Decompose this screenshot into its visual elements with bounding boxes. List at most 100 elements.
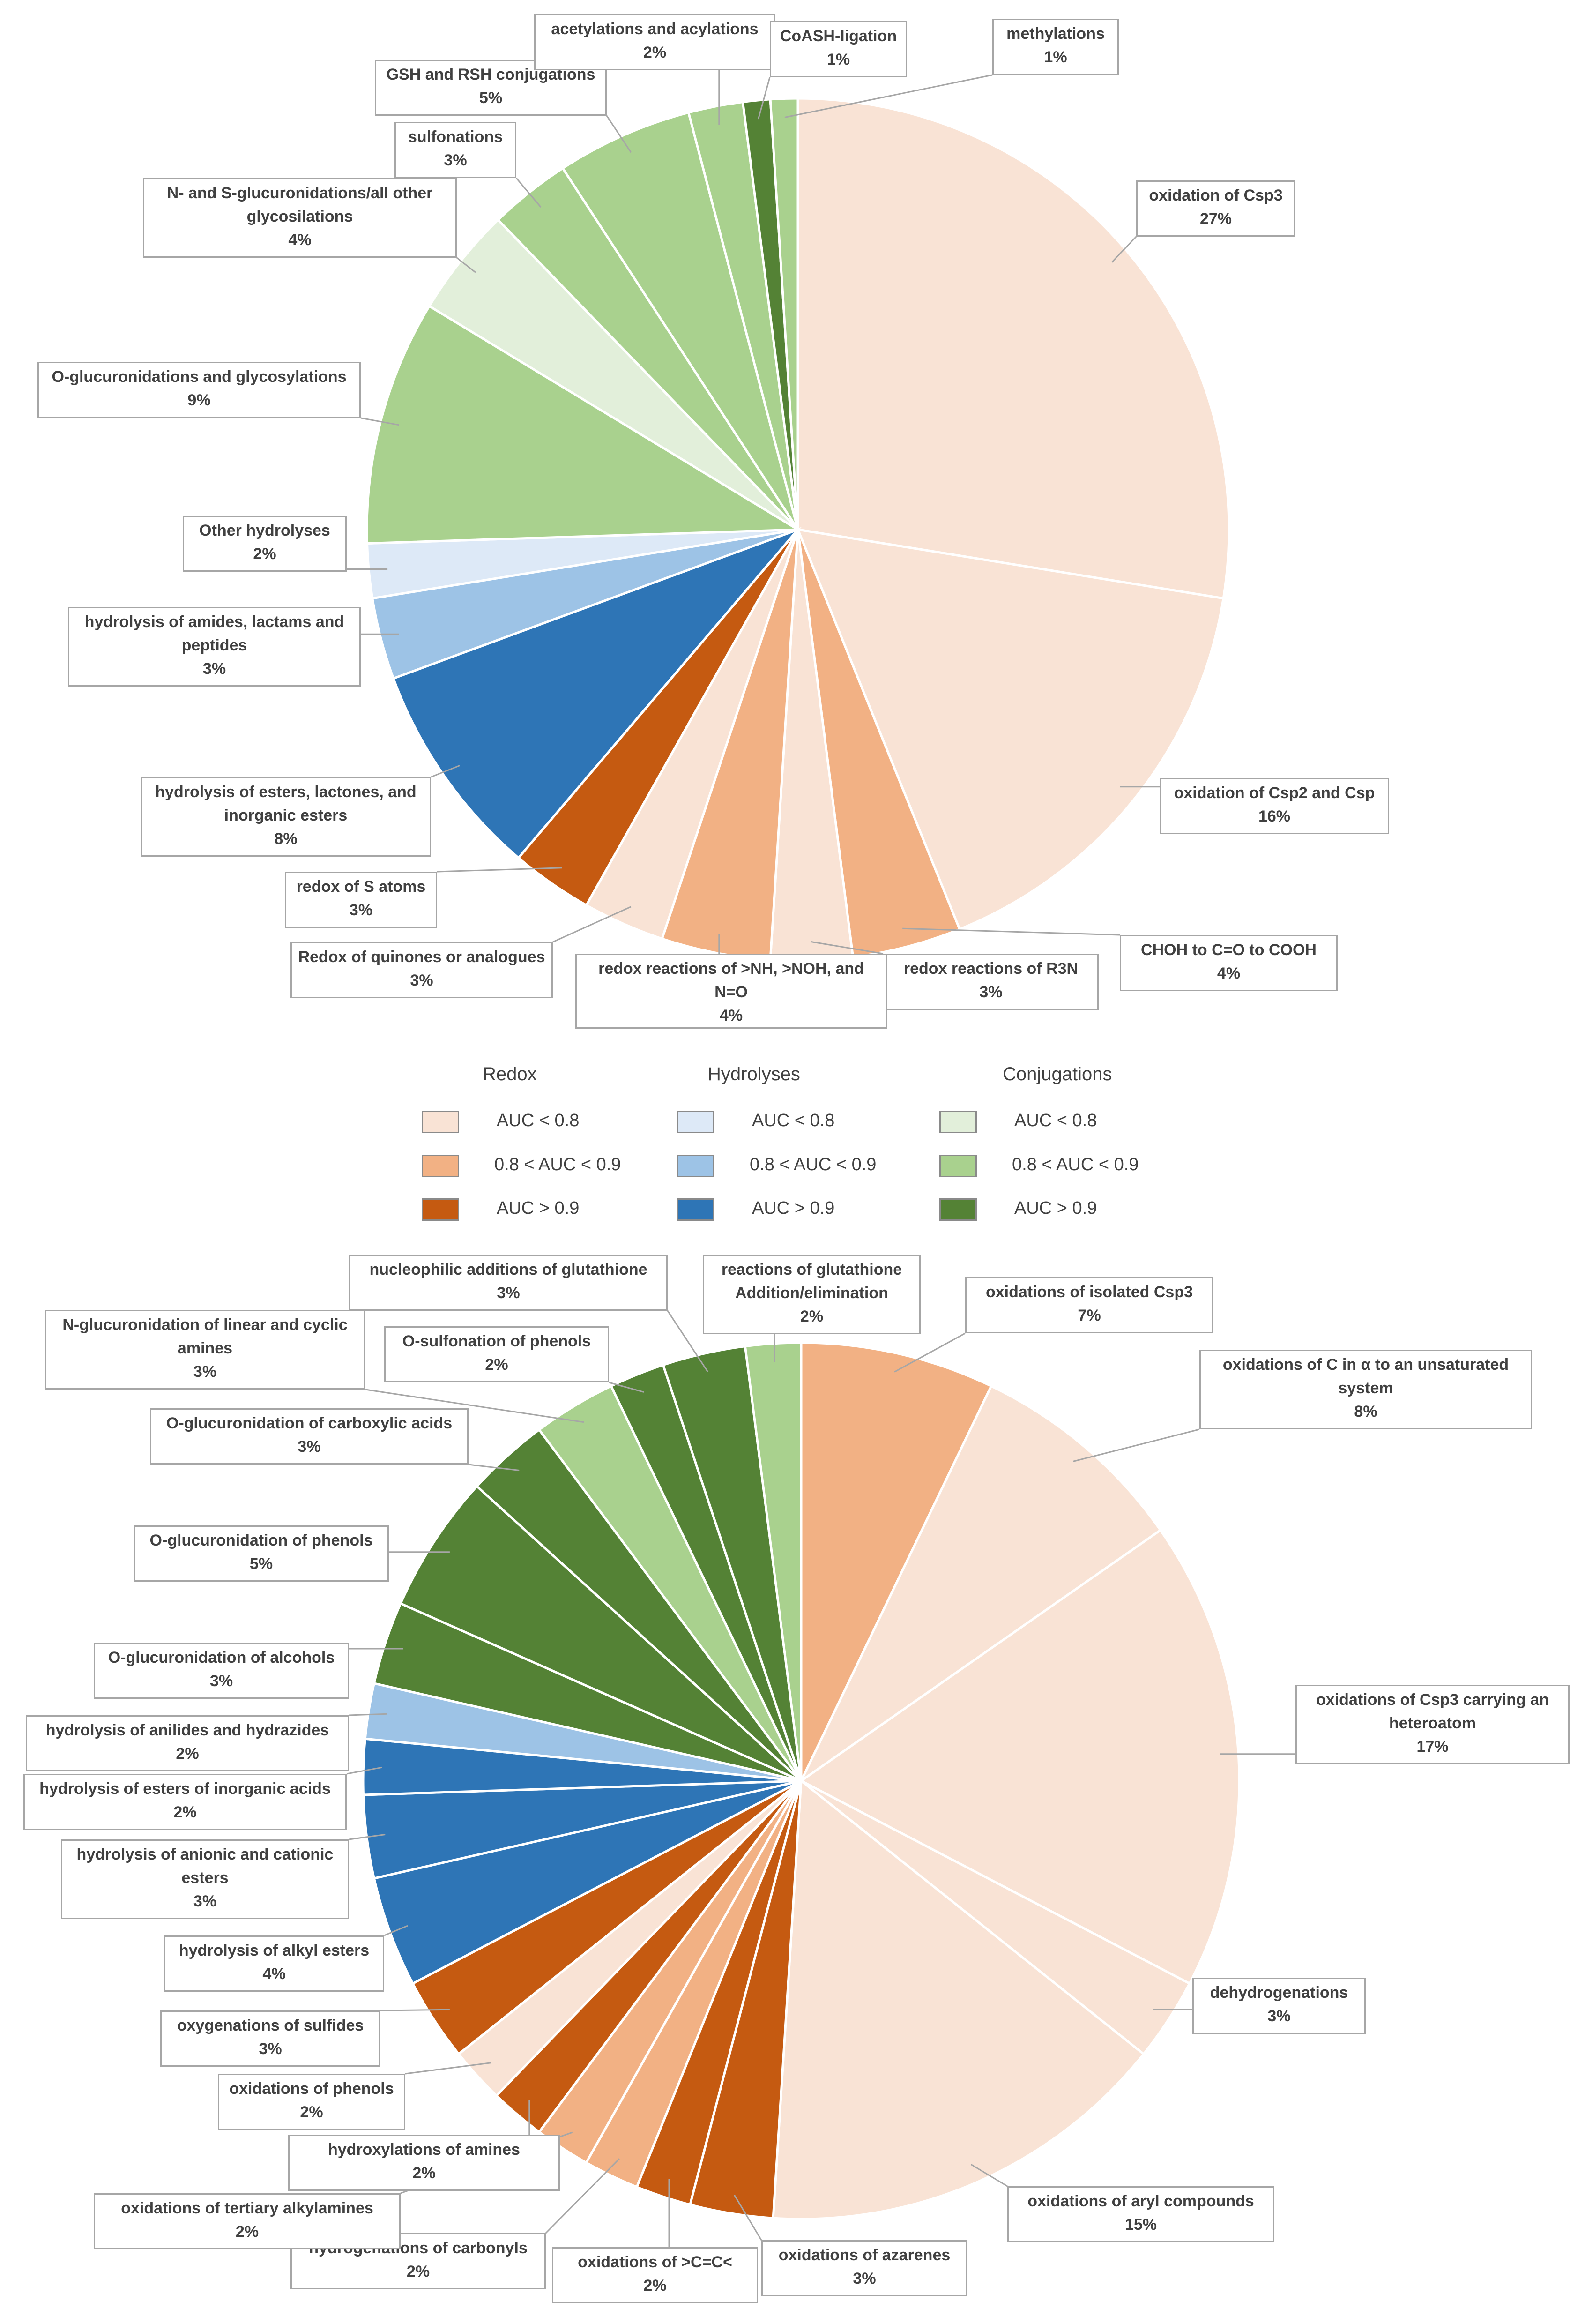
callout-percent: 17%: [1416, 1738, 1449, 1756]
pie-slice: [744, 1341, 803, 1781]
callout-label: redox of S atoms 3%: [285, 872, 437, 928]
callout-percent: 3%: [979, 983, 1003, 1001]
legend-label: AUC > 0.9: [1014, 1198, 1097, 1218]
callout-label: oxidations of azarenes 3%: [761, 2240, 967, 2296]
callout-label: O-sulfonation of phenols 2%: [384, 1326, 609, 1382]
callout-label: oxidations of tertiary alkylamines 2%: [94, 2193, 401, 2249]
legend-swatch: [939, 1198, 977, 1221]
callout-text: N-glucuronidation of linear and cyclic: [62, 1316, 348, 1334]
callout-percent: 3%: [853, 2270, 876, 2287]
pie-slice: [365, 304, 802, 545]
leader-line: [784, 74, 993, 118]
callout-text: oxidation of Csp2 and Csp: [1174, 784, 1375, 802]
leader-line: [1111, 236, 1137, 263]
pie-slice: [796, 97, 1230, 600]
callout-percent: 2%: [485, 1356, 508, 1374]
pie-slice: [769, 97, 799, 530]
callout-label: redox reactions of >NH, >NOH, and N=O 4%: [575, 954, 887, 1029]
callout-text: redox reactions of >NH, >NOH, and: [598, 960, 864, 978]
legend-label: AUC < 0.8: [752, 1111, 835, 1130]
callout-text: hydrolysis of esters, lactones, and: [155, 783, 417, 801]
pie-slice: [372, 1779, 802, 1985]
callout-text: acetylations and acylations: [551, 20, 759, 38]
leader-line: [545, 2158, 620, 2234]
callout-text: O-glucuronidations and glycosylations: [52, 368, 347, 386]
callout-percent: 3%: [444, 151, 467, 169]
callout-label: sulfonations 3%: [394, 122, 516, 178]
callout-text: nucleophilic additions of glutathione: [369, 1261, 647, 1278]
callout-text: redox of S atoms: [296, 878, 426, 896]
callout-text: redox reactions of R3N: [903, 960, 1079, 978]
callout-percent: 2%: [412, 2164, 436, 2182]
legend-title-hydrolyses: Hydrolyses: [707, 1064, 800, 1084]
leader-line: [431, 765, 460, 778]
legend-label: 0.8 < AUC < 0.9: [494, 1155, 621, 1174]
callout-percent: 3%: [193, 1363, 217, 1381]
callout-label: hydrolysis of amides, lactams and peptide…: [68, 607, 361, 687]
legend-swatch: [422, 1155, 459, 1177]
callout-text: dehydrogenations: [1210, 1984, 1348, 2002]
callout-text: peptides: [181, 636, 247, 654]
pie-slice: [798, 1384, 1162, 1785]
callout-percent: 2%: [643, 2277, 667, 2294]
legend-label: AUC > 0.9: [752, 1198, 835, 1218]
callout-label: N- and S-glucuronidations/all other glyco…: [143, 178, 457, 258]
callout-percent: 9%: [187, 391, 211, 409]
leader-line: [405, 2062, 491, 2075]
callout-text: oxidations of aryl compounds: [1027, 2192, 1254, 2210]
callout-text: CHOH to C=O to COOH: [1141, 941, 1317, 959]
callout-text: hydrolysis of amides, lactams and: [84, 613, 344, 631]
callout-percent: 1%: [826, 51, 850, 68]
legend-label: AUC < 0.8: [1014, 1111, 1097, 1130]
leader-line: [468, 1464, 520, 1471]
callout-percent: 3%: [259, 2040, 282, 2058]
legend-title-conjugations: Conjugations: [1003, 1064, 1112, 1084]
callout-text: N=O: [714, 983, 748, 1001]
callout-percent: 15%: [1124, 2216, 1157, 2234]
callout-text: oxidation of Csp3: [1149, 187, 1283, 204]
callout-text: O-glucuronidation of alcohols: [108, 1649, 335, 1666]
callout-label: CHOH to C=O to COOH 4%: [1120, 935, 1338, 991]
callout-percent: 2%: [176, 1745, 199, 1763]
leader-line: [365, 1389, 584, 1423]
callout-text: hydrolysis of alkyl esters: [179, 1942, 370, 1959]
callout-percent: 27%: [1199, 210, 1232, 228]
callout-text: system: [1338, 1379, 1393, 1397]
callout-percent: 16%: [1258, 807, 1291, 825]
leader-line: [606, 115, 632, 153]
callout-label: oxygenations of sulfides 3%: [160, 2010, 380, 2067]
callout-percent: 4%: [719, 1007, 743, 1024]
callout-label: oxidation of Csp2 and Csp 16%: [1160, 778, 1389, 834]
callout-percent: 4%: [262, 1965, 286, 1983]
callout-label: reactions of glutathione Addition/elimina…: [703, 1255, 921, 1334]
callout-percent: 2%: [173, 1803, 197, 1821]
pie-slice: [399, 1484, 802, 1782]
leader-line: [811, 941, 884, 955]
callout-label: N-glucuronidation of linear and cyclic am…: [45, 1310, 365, 1390]
callout-label: hydrolysis of esters, lactones, and inorg…: [141, 777, 431, 857]
callout-text: hydrolysis of anilides and hydrazides: [45, 1721, 329, 1739]
pie-chart-1: [347, 70, 1230, 962]
callout-text: esters: [181, 1869, 229, 1887]
callout-text: oxidations of phenols: [229, 2080, 394, 2098]
legend-swatch: [677, 1198, 714, 1221]
leader-line: [894, 1332, 966, 1373]
callout-percent: 3%: [298, 1438, 321, 1456]
callout-label: hydroxylations of amines 2%: [288, 2135, 560, 2191]
leader-line: [384, 1925, 408, 1936]
callout-label: hydrolysis of anilides and hydrazides 2%: [26, 1715, 349, 1771]
callout-text: CoASH-ligation: [780, 27, 897, 45]
callout-label: oxidations of phenols 2%: [218, 2074, 405, 2130]
callout-label: Other hydrolyses 2%: [183, 516, 347, 572]
callout-text: Redox of quinones or analogues: [298, 948, 545, 966]
leader-line: [758, 77, 771, 120]
callout-text: oxidations of >C=C<: [578, 2253, 732, 2271]
callout-percent: 2%: [406, 2263, 430, 2280]
callout-label: hydrolysis of alkyl esters 4%: [164, 1935, 384, 1992]
legend-swatch: [422, 1198, 459, 1221]
callout-label: oxidation of Csp3 27%: [1136, 180, 1295, 237]
legend-swatch: [677, 1111, 714, 1133]
pie-slice: [799, 1528, 1241, 1985]
callout-label: nucleophilic additions of glutathione 3%: [349, 1255, 668, 1311]
